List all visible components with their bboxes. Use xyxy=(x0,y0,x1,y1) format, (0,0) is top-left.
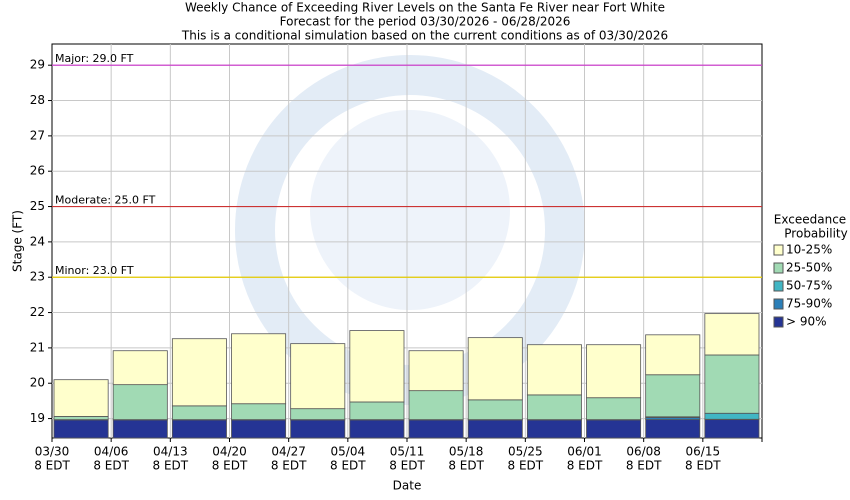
bar-segment xyxy=(53,416,109,421)
x-tick-label: 04/20 xyxy=(212,445,247,459)
y-tick-label: 27 xyxy=(30,128,45,142)
bar-segment xyxy=(526,344,582,396)
x-tick-label: 06/08 xyxy=(626,445,661,459)
bar-segment xyxy=(645,334,701,376)
y-tick-label: 28 xyxy=(30,93,45,107)
bar-segment xyxy=(586,397,642,421)
bar-segment xyxy=(171,338,227,407)
bar-segment xyxy=(290,419,346,439)
bar-segment xyxy=(171,419,227,439)
bar-segment xyxy=(349,401,405,421)
x-tick-label: 05/18 xyxy=(449,445,484,459)
bar-segment xyxy=(467,337,523,401)
threshold-label: Moderate: 25.0 FT xyxy=(55,194,156,207)
bar-segment xyxy=(586,344,642,399)
x-tick-label: 8 EDT xyxy=(93,459,129,473)
threshold-label: Minor: 23.0 FT xyxy=(55,264,134,277)
y-tick-label: 29 xyxy=(30,58,45,72)
x-tick-label: 8 EDT xyxy=(271,459,307,473)
x-tick-label: 05/04 xyxy=(331,445,366,459)
legend-swatch xyxy=(773,298,784,310)
bar-segment xyxy=(231,403,287,421)
y-tick-label: 20 xyxy=(30,376,45,390)
bar-segment xyxy=(112,384,168,421)
x-tick-label: 8 EDT xyxy=(448,459,484,473)
legend-title: Exceedance xyxy=(774,213,846,227)
bar-segment xyxy=(586,419,642,439)
chart-subtitle: This is a conditional simulation based o… xyxy=(181,29,668,43)
x-tick-label: 8 EDT xyxy=(685,459,721,473)
legend-swatch xyxy=(773,280,784,292)
bar-segment xyxy=(53,379,109,417)
x-tick-label: 8 EDT xyxy=(153,459,189,473)
bar-segment xyxy=(231,333,287,405)
bar-segment xyxy=(645,419,701,439)
legend-label: 50-75% xyxy=(786,279,832,293)
x-tick-label: 8 EDT xyxy=(626,459,662,473)
x-tick-label: 06/01 xyxy=(567,445,602,459)
x-tick-label: 8 EDT xyxy=(34,459,70,473)
legend-label: 75-90% xyxy=(786,297,832,311)
threshold-label: Major: 29.0 FT xyxy=(55,52,134,65)
bar-segment xyxy=(171,405,227,421)
x-tick-label: 8 EDT xyxy=(389,459,425,473)
bar-segment xyxy=(526,419,582,439)
chart-title: Weekly Chance of Exceeding River Levels … xyxy=(185,1,665,15)
bar-segment xyxy=(349,330,405,403)
y-tick-label: 26 xyxy=(30,164,45,178)
bar-segment xyxy=(704,412,760,420)
x-tick-label: 04/06 xyxy=(94,445,129,459)
legend-label: 10-25% xyxy=(786,243,832,257)
x-tick-label: 03/30 xyxy=(35,445,70,459)
bar-segment xyxy=(112,419,168,439)
legend-title: Probability xyxy=(784,227,847,241)
bar-segment xyxy=(645,374,701,418)
bar-segment xyxy=(290,343,346,410)
legend-label: 25-50% xyxy=(786,261,832,275)
y-axis-label: Stage (FT) xyxy=(11,210,25,272)
bar-segment xyxy=(408,390,464,421)
chart-subtitle: Forecast for the period 03/30/2026 - 06/… xyxy=(280,15,571,29)
bar-segment xyxy=(112,350,168,386)
bar-segment xyxy=(231,419,287,439)
bar-segment xyxy=(53,419,109,439)
bar-segment xyxy=(467,399,523,421)
legend-swatch xyxy=(773,316,784,328)
bar-segment xyxy=(408,419,464,439)
y-tick-label: 25 xyxy=(30,199,45,213)
legend-swatch xyxy=(773,262,784,274)
x-tick-label: 06/15 xyxy=(686,445,721,459)
x-tick-label: 8 EDT xyxy=(212,459,248,473)
watermark-core xyxy=(310,110,510,310)
x-tick-label: 04/13 xyxy=(153,445,188,459)
x-axis-label: Date xyxy=(393,479,422,493)
y-tick-label: 24 xyxy=(30,234,45,248)
x-tick-label: 8 EDT xyxy=(567,459,603,473)
x-tick-label: 05/25 xyxy=(508,445,543,459)
legend-label: > 90% xyxy=(786,315,827,329)
legend-swatch xyxy=(773,244,784,256)
x-tick-label: 8 EDT xyxy=(330,459,366,473)
bar-segment xyxy=(526,394,582,421)
bar-segment xyxy=(467,419,523,439)
bar-segment xyxy=(704,354,760,414)
bar-segment xyxy=(704,419,760,439)
y-tick-label: 21 xyxy=(30,340,45,354)
y-tick-label: 22 xyxy=(30,305,45,319)
bar-segment xyxy=(349,419,405,439)
x-tick-label: 8 EDT xyxy=(508,459,544,473)
y-tick-label: 23 xyxy=(30,270,45,284)
x-tick-label: 04/27 xyxy=(271,445,306,459)
bar-segment xyxy=(290,408,346,421)
bar-segment xyxy=(704,313,760,356)
y-tick-label: 19 xyxy=(30,411,45,425)
x-tick-label: 05/11 xyxy=(390,445,425,459)
bar-segment xyxy=(408,350,464,392)
